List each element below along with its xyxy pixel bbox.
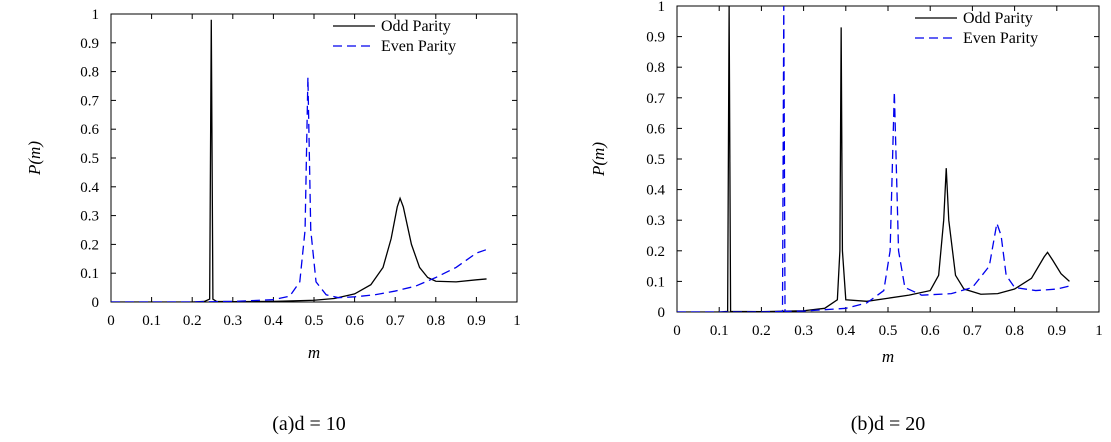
panel-b-x-axis-label: m bbox=[882, 347, 894, 366]
panel-b-ytick-label: 0.8 bbox=[646, 60, 665, 76]
panel-b-series-even-parity-line bbox=[677, 6, 1070, 312]
panel-a-xtick-label: 0.4 bbox=[264, 313, 283, 329]
panel-a-xtick-label: 0.9 bbox=[467, 313, 486, 329]
panel-a-caption: (a)d = 10 bbox=[272, 413, 345, 435]
panel-a-xtick-label: 0.1 bbox=[142, 313, 161, 329]
panel-a-ytick-label: 0.5 bbox=[80, 151, 99, 167]
panel-b-xtick-label: 0.6 bbox=[921, 323, 940, 339]
panel-b-ytick-label: 0.9 bbox=[646, 30, 665, 46]
panel-a-xtick-label: 0.6 bbox=[345, 313, 364, 329]
panel-a-series-even-parity-line bbox=[111, 77, 487, 302]
panel-a-series-odd-parity-line bbox=[111, 19, 487, 302]
panel-b-ytick-label: 0.6 bbox=[646, 121, 665, 137]
panel-b-xtick-label: 1 bbox=[1095, 323, 1103, 339]
panel-a-xtick-label: 0 bbox=[107, 313, 115, 329]
panel-b-ytick-label: 0.2 bbox=[646, 244, 665, 260]
panel-b-ytick-label: 0 bbox=[658, 305, 666, 321]
panel-b-legend-label-odd: Odd Parity bbox=[963, 10, 1033, 27]
panel-a-xtick-label: 0.2 bbox=[183, 313, 202, 329]
panel-a-xtick-label: 0.8 bbox=[426, 313, 445, 329]
panel-b-ytick-label: 0.3 bbox=[646, 213, 665, 229]
panel-a-plot-frame bbox=[110, 13, 518, 303]
panel-b-xtick-label: 0.1 bbox=[710, 323, 729, 339]
panel-b-xtick-label: 0.8 bbox=[1005, 323, 1024, 339]
panel-b-xtick-label: 0.5 bbox=[879, 323, 898, 339]
panel-b-series-odd-parity-line bbox=[677, 6, 1070, 312]
panel-b-caption: (b)d = 20 bbox=[851, 413, 926, 435]
panel-a-ytick-label: 0.3 bbox=[80, 209, 99, 225]
panel-b-y-axis-label: P(m) bbox=[589, 142, 608, 177]
panel-a-ytick-label: 0.4 bbox=[80, 180, 99, 196]
panel-b-legend-label-even: Even Parity bbox=[963, 30, 1038, 47]
panel-a-ytick-label: 0.2 bbox=[80, 237, 99, 253]
panel-b-ytick-label: 0.7 bbox=[646, 91, 665, 107]
panel-b-xtick-label: 0.2 bbox=[752, 323, 771, 339]
panel-b-ytick-label: 0.1 bbox=[646, 274, 665, 290]
panel-b-xtick-label: 0.7 bbox=[963, 323, 982, 339]
panel-b-ytick-label: 1 bbox=[658, 0, 666, 15]
panel-a-ytick-label: 0.7 bbox=[80, 93, 99, 109]
panel-a-ytick-label: 0 bbox=[92, 295, 100, 311]
panel-b-xtick-label: 0 bbox=[673, 323, 681, 339]
panel-a-legend-label-odd: Odd Parity bbox=[381, 18, 451, 35]
panel-a-xtick-label: 1 bbox=[513, 313, 521, 329]
panel-a-legend-label-even: Even Parity bbox=[381, 38, 456, 55]
panel-a-ytick-label: 0.6 bbox=[80, 122, 99, 138]
panel-a-y-axis-label: P(m) bbox=[25, 141, 44, 176]
panel-a-xtick-label: 0.3 bbox=[223, 313, 242, 329]
panel-b-ytick-label: 0.4 bbox=[646, 183, 665, 199]
panel-b-xtick-label: 0.9 bbox=[1047, 323, 1066, 339]
panel-a-ytick-label: 0.9 bbox=[80, 36, 99, 52]
panel-a-ytick-label: 1 bbox=[92, 7, 100, 23]
panel-b-ytick-label: 0.5 bbox=[646, 152, 665, 168]
panel-a-xtick-label: 0.5 bbox=[305, 313, 324, 329]
panel-b-xtick-label: 0.3 bbox=[794, 323, 813, 339]
panel-b-xtick-label: 0.4 bbox=[836, 323, 855, 339]
panel-a-ytick-label: 0.1 bbox=[80, 266, 99, 282]
panel-a-x-axis-label: m bbox=[308, 343, 320, 362]
panel-a-xtick-label: 0.7 bbox=[386, 313, 405, 329]
panel-a-ytick-label: 0.8 bbox=[80, 65, 99, 81]
